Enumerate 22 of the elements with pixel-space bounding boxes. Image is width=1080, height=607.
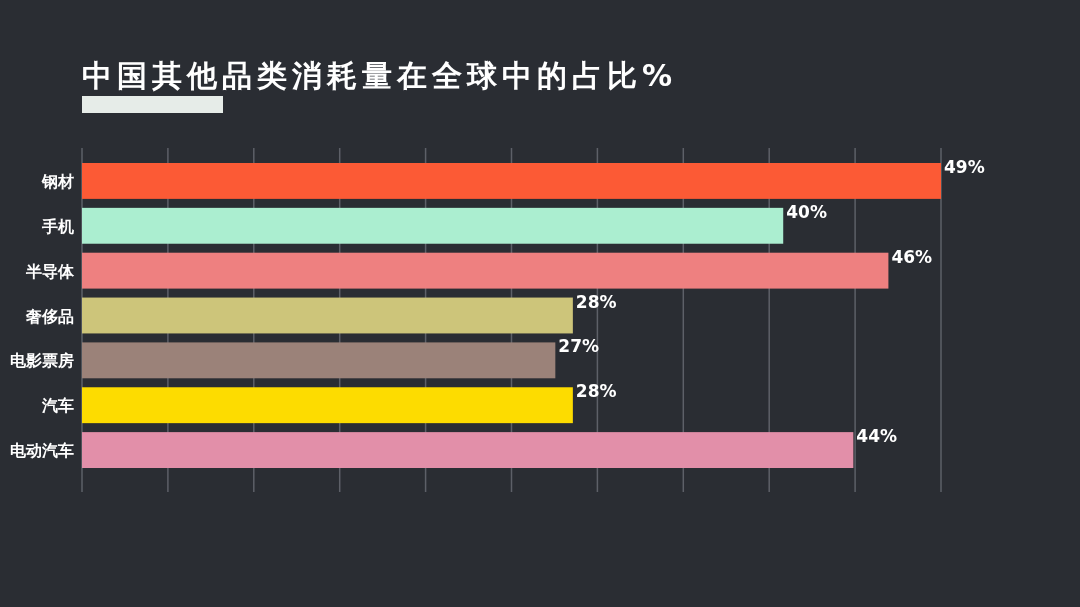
bar (82, 163, 941, 199)
bar (82, 342, 556, 379)
bar (82, 252, 889, 289)
y-tick-label: 钢材 (41, 171, 74, 191)
bar (82, 207, 784, 244)
y-tick-label: 电影票房 (10, 351, 74, 371)
data-label: 49% (944, 157, 985, 177)
y-tick-label: 半导体 (25, 261, 75, 281)
data-label: 44% (856, 426, 898, 447)
data-label: 46% (891, 246, 933, 267)
y-tick-label: 奢侈品 (25, 306, 74, 326)
data-label: 28% (575, 381, 617, 402)
bar (82, 387, 573, 424)
y-tick-label: 手机 (41, 216, 74, 236)
data-label: 40% (786, 201, 827, 222)
data-label: 28% (575, 291, 617, 312)
chart-title: 中国其他品类消耗量在全球中的占比% (82, 58, 678, 93)
bar (82, 432, 854, 468)
data-label: 27% (558, 336, 600, 357)
y-tick-label: 电动汽车 (10, 441, 74, 461)
bar (82, 297, 573, 334)
y-tick-label: 汽车 (41, 396, 74, 416)
